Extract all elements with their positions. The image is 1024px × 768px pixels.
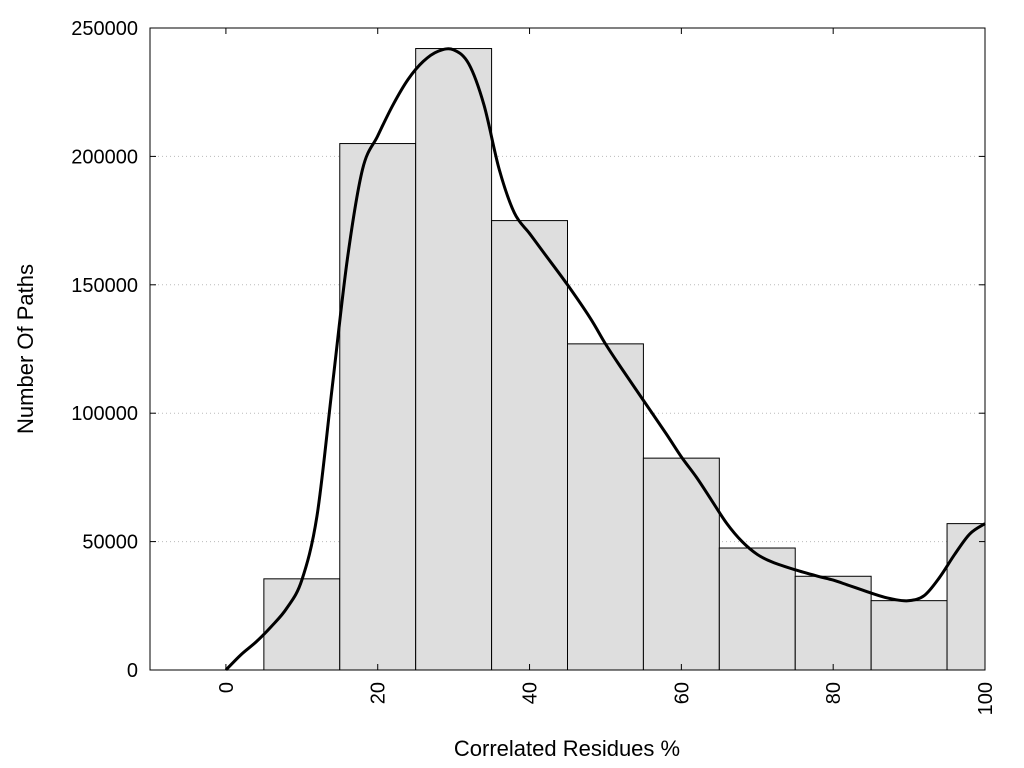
histogram-bar <box>718 547 796 671</box>
y-tick-label: 0 <box>127 660 138 682</box>
x-tick-label: 20 <box>368 682 390 704</box>
histogram-bar <box>263 578 341 671</box>
y-tick-label: 100000 <box>71 403 138 425</box>
histogram-bar <box>415 48 493 671</box>
x-tick-label: 40 <box>520 682 542 704</box>
x-axis-title: Correlated Residues % <box>454 736 680 761</box>
y-tick-label: 50000 <box>82 532 138 554</box>
density-curve-group <box>224 47 986 672</box>
histogram-bar <box>870 600 948 671</box>
y-axis-title: Number Of Paths <box>13 264 38 434</box>
histogram-bar <box>491 220 568 671</box>
histogram-bar <box>567 343 644 671</box>
histogram-bar <box>946 523 986 671</box>
y-tick-label: 200000 <box>71 146 138 168</box>
x-tick-label: 60 <box>671 682 693 704</box>
y-tick-label: 250000 <box>71 18 138 40</box>
x-axis: 0 20 40 60 80 100 <box>216 28 997 715</box>
histogram-bar <box>794 575 872 671</box>
plot-frame <box>149 27 986 671</box>
histogram-bar <box>339 143 417 671</box>
y-tick-label: 150000 <box>71 275 138 297</box>
y-axis: 0 50000 100000 150000 200000 250000 <box>71 18 985 682</box>
x-tick-label: 100 <box>975 682 997 715</box>
density-curve <box>224 47 986 672</box>
histogram-bar <box>642 457 720 671</box>
histogram-bars <box>263 48 986 671</box>
x-tick-label: 0 <box>216 682 238 693</box>
x-tick-label: 80 <box>823 682 845 704</box>
